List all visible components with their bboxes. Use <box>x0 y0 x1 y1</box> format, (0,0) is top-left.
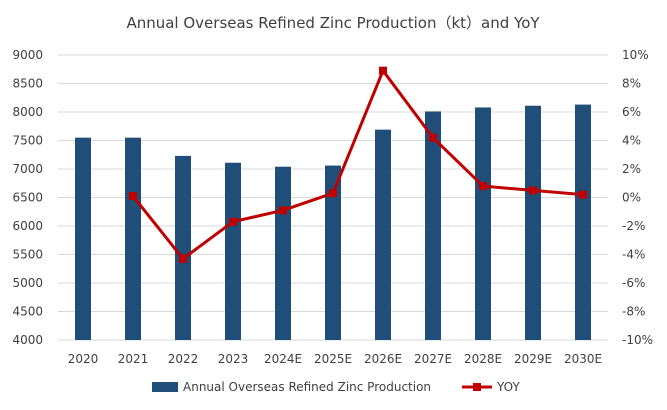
bar-2030e <box>575 104 591 340</box>
yoy-point-2024e <box>279 206 287 215</box>
yoy-point-2026e <box>379 66 387 75</box>
left-tick-label: 8000 <box>12 105 43 119</box>
left-tick-label: 4500 <box>12 305 43 319</box>
x-tick-label: 2021 <box>118 352 149 366</box>
left-tick-label: 6500 <box>12 191 43 205</box>
legend-line-label: YOY <box>496 380 520 394</box>
yoy-point-2029e <box>529 186 537 195</box>
left-tick-label: 4000 <box>12 333 43 347</box>
bar-2022 <box>175 155 191 340</box>
bar-2023 <box>225 162 241 340</box>
bar-2024e <box>275 166 291 340</box>
left-tick-label: 7500 <box>12 134 43 148</box>
right-tick-label: 2% <box>622 162 641 176</box>
yoy-point-2022 <box>179 254 187 263</box>
bar-2027e <box>425 111 441 341</box>
yoy-point-2023 <box>229 217 237 226</box>
x-tick-label: 2027E <box>414 352 452 366</box>
x-tick-label: 2024E <box>264 352 302 366</box>
yoy-point-2030e <box>579 190 587 199</box>
right-tick-label: 8% <box>622 77 641 91</box>
right-tick-label: -4% <box>622 248 645 262</box>
x-tick-label: 2029E <box>514 352 552 366</box>
x-tick-label: 2025E <box>314 352 352 366</box>
x-tick-label: 2028E <box>464 352 502 366</box>
left-tick-label: 9000 <box>12 48 43 62</box>
bar-2026e <box>375 129 391 340</box>
yoy-line <box>131 69 584 261</box>
right-tick-label: -10% <box>622 333 653 347</box>
x-tick-label: 2020 <box>68 352 99 366</box>
left-axis: 9000 8500 8000 7500 7000 6500 6000 5500 5000 4500… <box>12 48 43 347</box>
x-tick-label: 2023 <box>218 352 249 366</box>
yoy-point-2025e <box>329 189 337 198</box>
bar-2025e <box>325 165 341 340</box>
x-tick-label: 2022 <box>168 352 199 366</box>
legend-bar-label: Annual Overseas Refined Zinc Production <box>183 380 431 394</box>
left-tick-label: 5500 <box>12 248 43 262</box>
yoy-point-2027e <box>429 133 437 142</box>
right-tick-label: 10% <box>622 48 649 62</box>
line-series <box>129 66 587 263</box>
x-tick-label: 2030E <box>564 352 602 366</box>
yoy-point-2021 <box>129 192 137 201</box>
x-tick-label: 2026E <box>364 352 402 366</box>
bar-series <box>75 104 591 341</box>
right-tick-label: -8% <box>622 305 645 319</box>
yoy-point-2028e <box>479 182 487 191</box>
bar-2021 <box>125 137 141 340</box>
right-tick-label: 0% <box>622 191 641 205</box>
left-tick-label: 6000 <box>12 219 43 233</box>
x-axis: 2020 2021 2022 2023 2024E 2025E 2026E 2027E 2028… <box>68 352 602 366</box>
right-tick-label: -2% <box>622 219 645 233</box>
left-tick-label: 5000 <box>12 276 43 290</box>
legend: Annual Overseas Refined Zinc Production Y… <box>152 380 520 394</box>
bar-2029e <box>525 105 541 340</box>
right-tick-label: -6% <box>622 276 645 290</box>
bar-2020 <box>75 137 91 340</box>
right-tick-label: 6% <box>622 105 641 119</box>
chart-title: Annual Overseas Refined Zinc Production（… <box>126 14 540 32</box>
legend-bar-swatch <box>152 382 178 392</box>
legend-line-marker <box>473 383 481 391</box>
right-tick-label: 4% <box>622 134 641 148</box>
left-tick-label: 8500 <box>12 77 43 91</box>
bar-2028e <box>475 107 491 340</box>
left-tick-label: 7000 <box>12 162 43 176</box>
right-axis: 10% 8% 6% 4% 2% 0% -2% -4% -6% -8% -10% <box>622 48 653 347</box>
